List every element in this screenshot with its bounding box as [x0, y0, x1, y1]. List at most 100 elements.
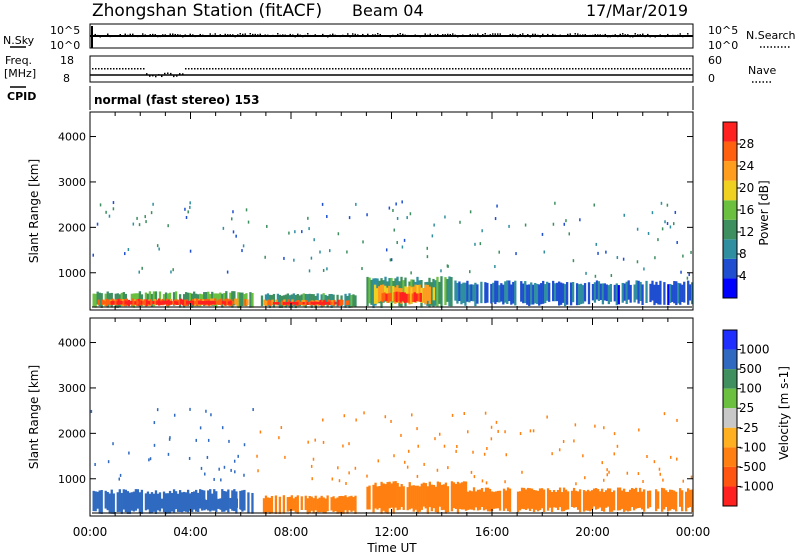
data-cell: [478, 489, 482, 510]
data-cell: [296, 495, 299, 514]
data-cell: [586, 489, 590, 511]
data-cell: [106, 492, 109, 511]
data-cell: [466, 491, 470, 510]
scatter-cell: [138, 270, 140, 274]
nsky-dot: [574, 33, 576, 35]
data-cell: [648, 490, 652, 508]
data-cell: [536, 283, 539, 304]
nsky-dot: [449, 33, 451, 36]
data-cell: [428, 481, 431, 508]
data-cell: [300, 294, 303, 306]
data-cell: [633, 284, 636, 303]
data-cell: [382, 284, 385, 301]
data-cell: [460, 482, 464, 510]
nsky-dot: [532, 33, 534, 36]
data-cell: [472, 284, 475, 302]
scatter-cell: [328, 249, 331, 253]
data-cell: [108, 493, 111, 514]
nsky-dot: [342, 34, 344, 37]
nave-dot: [275, 68, 277, 70]
nave-dot: [212, 68, 214, 70]
data-cell: [372, 278, 375, 309]
nsky-dot: [472, 34, 474, 36]
data-cell: [148, 300, 151, 305]
data-cell: [337, 299, 340, 306]
power-colorbar: 4 8 12 16 20 24 28: [722, 121, 754, 299]
data-cell: [548, 490, 552, 508]
data-cell: [354, 295, 357, 307]
scatter-cell: [403, 238, 406, 242]
scatter-cell: [423, 462, 425, 466]
data-cell: [476, 284, 479, 304]
data-cell: [342, 496, 345, 514]
scatter-cell: [416, 474, 419, 478]
scatter-cell: [682, 479, 684, 483]
scatter-cell: [565, 219, 567, 223]
data-cell: [392, 481, 395, 514]
data-cell: [438, 482, 442, 507]
nave-dot: [233, 68, 235, 70]
data-cell: [540, 283, 543, 305]
data-cell: [508, 280, 511, 302]
data-cell: [636, 491, 640, 509]
scatter-cell: [308, 269, 311, 273]
nave-dot: [248, 68, 250, 70]
scatter-cell: [308, 227, 310, 231]
nave-dot: [167, 72, 169, 74]
data-cell: [347, 300, 350, 305]
nave-dot: [308, 68, 310, 70]
nsky-dot: [104, 35, 106, 37]
nsky-dot: [649, 35, 651, 38]
scatter-cell: [443, 444, 446, 448]
data-cell: [97, 299, 100, 305]
data-cell: [408, 482, 411, 510]
data-cell: [199, 300, 203, 305]
velocity-data: [90, 407, 694, 515]
data-cell: [187, 499, 190, 508]
data-cell: [332, 496, 335, 512]
nsky-dot: [487, 34, 489, 37]
scatter-cell: [185, 215, 188, 219]
nsky-dot: [534, 33, 536, 36]
nave-dot: [206, 68, 208, 70]
data-cell: [334, 498, 337, 512]
nsky-dot: [132, 33, 134, 36]
nsky-dot: [567, 33, 569, 36]
data-cell: [456, 481, 460, 514]
scatter-cell: [172, 268, 174, 272]
scatter-cell: [294, 230, 296, 234]
scatter-cell: [377, 459, 380, 463]
scatter-cell: [546, 415, 548, 419]
nsky-dot: [182, 35, 184, 38]
nsky-dot: [122, 35, 124, 37]
scatter-cell: [467, 430, 469, 434]
scatter-cell: [504, 430, 506, 434]
nave-dot: [665, 68, 667, 70]
data-cell: [104, 301, 107, 305]
data-cell: [340, 495, 343, 514]
scatter-cell: [411, 413, 413, 417]
data-cell: [284, 294, 288, 308]
nsky-dot: [484, 33, 486, 35]
nave-dot: [419, 68, 421, 70]
nsky-dot: [544, 35, 546, 37]
nave-dot: [374, 68, 376, 70]
data-cell: [532, 489, 536, 513]
x-tick-label: 20:00: [575, 525, 610, 539]
nsky-dot: [97, 34, 99, 37]
nsky-dot: [512, 33, 514, 36]
colorbar-swatch: [723, 239, 737, 259]
scatter-cell: [156, 408, 159, 412]
nsky-dot: [519, 33, 521, 36]
scatter-cell: [169, 436, 171, 440]
data-cell: [302, 302, 305, 305]
scatter-cell: [676, 457, 678, 461]
nsky-dot: [407, 34, 409, 37]
scatter-cell: [243, 473, 245, 477]
nsky-dot: [432, 35, 434, 37]
nave-dot: [635, 68, 637, 70]
scatter-cell: [148, 458, 150, 462]
nsky-dot: [207, 35, 209, 37]
colorbar-tick-label: 1000: [739, 343, 770, 357]
nave-dot: [548, 68, 550, 70]
